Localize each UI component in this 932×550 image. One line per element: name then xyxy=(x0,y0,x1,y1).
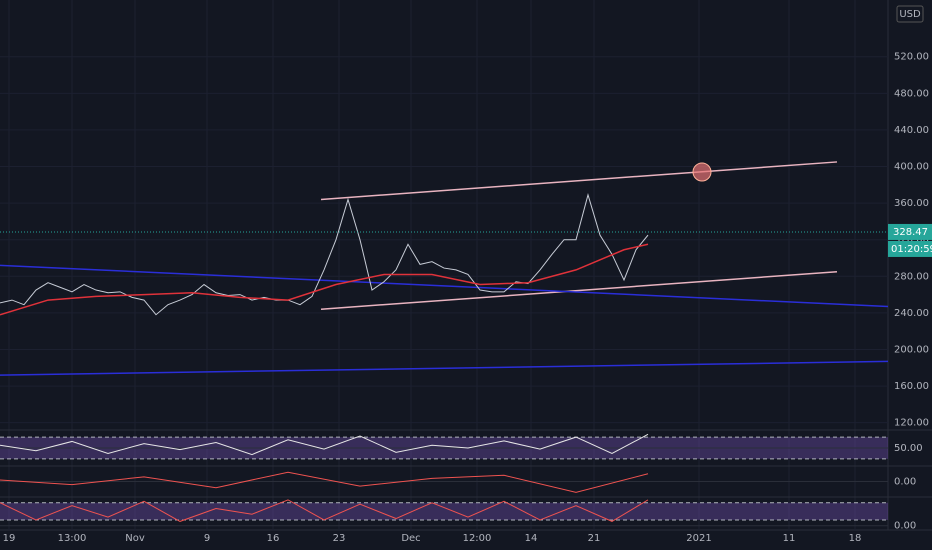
y-tick-label: 440.00 xyxy=(894,125,929,136)
countdown: 01:20:59 xyxy=(891,244,932,255)
x-tick-label: 9 xyxy=(204,533,210,544)
y-tick-label: 160.00 xyxy=(894,381,929,392)
x-tick-label: 18 xyxy=(849,533,862,544)
x-tick-label: 12:00 xyxy=(463,533,492,544)
x-tick-label: 21 xyxy=(588,533,601,544)
oscillator-line xyxy=(0,499,649,522)
y-tick-label: 360.00 xyxy=(894,198,929,209)
y-tick-label: 520.00 xyxy=(894,52,929,63)
y-tick-label: 400.00 xyxy=(894,162,929,173)
y-tick-label: 480.00 xyxy=(894,88,929,99)
oscillator-line xyxy=(0,471,649,493)
price-line xyxy=(0,243,649,316)
y-tick-label: 280.00 xyxy=(894,271,929,282)
y-tick-label: 200.00 xyxy=(894,344,929,355)
currency-badge[interactable] xyxy=(896,5,924,23)
pane-tick-label: 0.00 xyxy=(894,521,916,532)
y-tick-label: 240.00 xyxy=(894,308,929,319)
x-tick-label: 19 xyxy=(3,533,16,544)
y-tick-label: 120.00 xyxy=(894,418,929,429)
x-tick-label: 14 xyxy=(525,533,538,544)
last-price-label: 328.47 xyxy=(893,227,928,238)
x-tick-label: 11 xyxy=(783,533,796,544)
trend-line xyxy=(320,270,838,310)
x-tick-label: 2021 xyxy=(686,533,711,544)
x-tick-label: 23 xyxy=(333,533,346,544)
last-price-box xyxy=(888,223,932,240)
pane-band xyxy=(0,502,888,520)
currency: USD xyxy=(899,9,921,20)
x-tick-label: Dec xyxy=(401,533,420,544)
marker-circle xyxy=(692,162,712,182)
pane-tick-label: 0.00 xyxy=(894,477,916,488)
trend-line xyxy=(320,161,838,201)
x-tick-label: 13:00 xyxy=(58,533,87,544)
countdown-box xyxy=(888,240,932,257)
x-tick-label: Nov xyxy=(125,533,145,544)
trend-line xyxy=(0,264,889,308)
x-tick-label: 16 xyxy=(267,533,280,544)
y-tick-label: 320.00 xyxy=(894,235,929,246)
trend-line xyxy=(0,360,889,376)
price-line xyxy=(0,193,649,316)
pane-tick-label: 50.00 xyxy=(894,443,923,454)
oscillator-line xyxy=(0,433,649,456)
